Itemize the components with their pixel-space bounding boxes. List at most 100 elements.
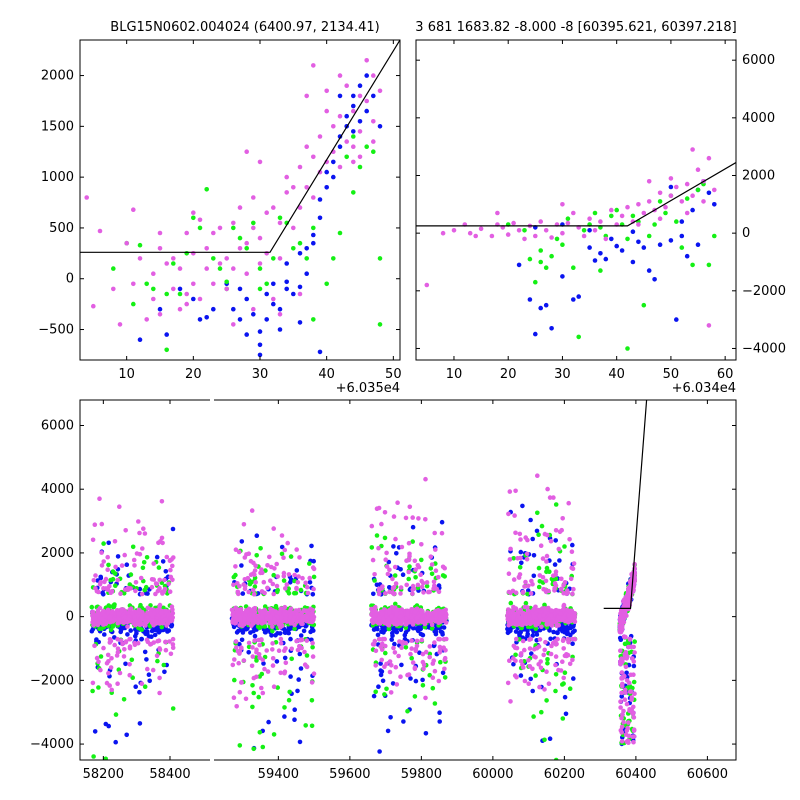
- bottom-pink-point: [436, 678, 442, 684]
- bottom-blue-point: [528, 517, 533, 523]
- bottom-green-point: [282, 705, 287, 710]
- top-left-pink-point: [344, 83, 350, 88]
- top-right-pink-point: [424, 282, 430, 288]
- bottom-pink-point: [623, 732, 629, 737]
- bottom-green-point: [424, 583, 430, 589]
- top-left-green-point: [277, 215, 283, 221]
- bottom-pink-point: [567, 661, 573, 667]
- bottom-green-point: [159, 624, 165, 630]
- bottom-blue-point: [381, 630, 386, 635]
- bottom-pink-point: [531, 654, 537, 659]
- top-left-blue-point: [344, 113, 350, 119]
- bottom-green-point: [382, 535, 388, 541]
- bottom-pink-point: [296, 574, 301, 579]
- bottom-pink-point: [552, 581, 558, 586]
- bottom-pink-point: [423, 517, 428, 522]
- top-left-pink-point: [304, 144, 310, 149]
- top-left-pink-point: [311, 63, 316, 68]
- top-right-ytick-label: −4000: [742, 341, 786, 356]
- top-right-blue-point: [587, 228, 592, 233]
- bottom-pink-point: [92, 616, 98, 621]
- bottom-pink-point: [373, 663, 379, 668]
- bottom-pink-point: [242, 584, 248, 589]
- top-left-pink-point: [211, 281, 216, 287]
- bottom-pink-point: [570, 591, 575, 597]
- right-panel-title: 3 681 1683.82 -8.000 -8 [60395.621, 6039…: [415, 20, 736, 35]
- top-left-green-point: [144, 281, 149, 287]
- top-right-green-point: [533, 279, 538, 285]
- bottom-pink-point: [101, 645, 106, 651]
- bottom-pink-point: [394, 611, 400, 617]
- top-left-pink-point: [284, 174, 290, 180]
- top-right-pink-point: [646, 179, 652, 184]
- top-left-pink-point: [151, 296, 156, 302]
- bottom-pink-point: [560, 607, 566, 612]
- top-left-blue-point: [324, 169, 330, 175]
- bottom-green-point: [517, 565, 523, 570]
- bottom-pink-point: [372, 572, 377, 577]
- top-left-pink-point: [157, 312, 163, 317]
- top-left-pink-point: [217, 225, 223, 231]
- bottom-pink-point: [542, 531, 548, 537]
- top-left-green-point: [304, 256, 310, 261]
- bottom-pink-point: [112, 642, 117, 648]
- top-right-green-point: [625, 346, 630, 351]
- top-left-green-point: [171, 261, 176, 266]
- top-left-blue-point: [311, 240, 316, 246]
- bottom-pink-point: [398, 585, 404, 590]
- bottom-pink-point: [405, 612, 410, 618]
- bottom-pink-point: [258, 570, 263, 576]
- bottom-pink-point: [166, 581, 171, 587]
- bottom-pink-point: [271, 684, 277, 689]
- top-left-blue-point: [351, 129, 356, 134]
- bottom-pink-point: [384, 661, 389, 667]
- top-right-pink-point: [560, 202, 565, 207]
- bottom-green-point: [393, 601, 398, 607]
- bottom-pink-point: [112, 539, 118, 544]
- top-right-blue-point: [592, 258, 598, 263]
- bottom-pink-point: [507, 557, 513, 562]
- bottom-blue-point: [237, 641, 242, 647]
- bottom-green-point: [112, 571, 118, 576]
- bottom-blue-point: [124, 732, 129, 738]
- bottom-pink-point: [294, 586, 299, 592]
- top-left-green-point: [177, 291, 183, 297]
- bottom-pink-point: [506, 609, 511, 615]
- top-right-pink-point: [712, 187, 717, 193]
- bottom-pink-point: [233, 645, 239, 650]
- bottom-pink-point: [257, 642, 263, 648]
- bottom-pink-point: [289, 646, 295, 652]
- bottom-pink-point: [136, 519, 141, 524]
- bottom-pink-point: [432, 530, 438, 536]
- bottom-pink-point: [302, 662, 308, 667]
- bottom-blue-point: [437, 719, 443, 724]
- bottom-green-point: [121, 697, 127, 702]
- bottom-pink-point: [262, 666, 267, 672]
- bottom-pink-point: [128, 636, 133, 642]
- top-left-pink-point: [251, 195, 256, 200]
- bottom-pink-point: [239, 680, 244, 685]
- bottom-pink-point: [437, 644, 443, 650]
- bottom-pink-point: [170, 642, 176, 647]
- bottom-pink-point: [96, 659, 101, 665]
- bottom-blue-point: [557, 558, 562, 563]
- top-left-blue-point: [304, 271, 310, 277]
- bottom-green-point: [511, 556, 516, 561]
- bottom-pink-point: [145, 666, 150, 672]
- bottom-green-point: [156, 565, 162, 570]
- bottom-pink-point: [271, 591, 277, 597]
- bottom-pink-point: [395, 500, 400, 506]
- top-left-green-point: [217, 266, 223, 271]
- top-right-blue-point: [695, 242, 701, 247]
- bottom-pink-point: [518, 652, 524, 658]
- bottom-pink-point: [444, 612, 449, 617]
- bottom-blue-point: [531, 553, 537, 558]
- bottom-green-point: [99, 626, 104, 631]
- bottom-pink-point: [101, 622, 106, 627]
- bottom-pink-point: [259, 685, 264, 691]
- bottom-pink-point: [159, 535, 165, 541]
- bottom-blue-point: [294, 568, 300, 573]
- top-right-green-point: [652, 222, 657, 227]
- bottom-pink-point: [438, 648, 443, 653]
